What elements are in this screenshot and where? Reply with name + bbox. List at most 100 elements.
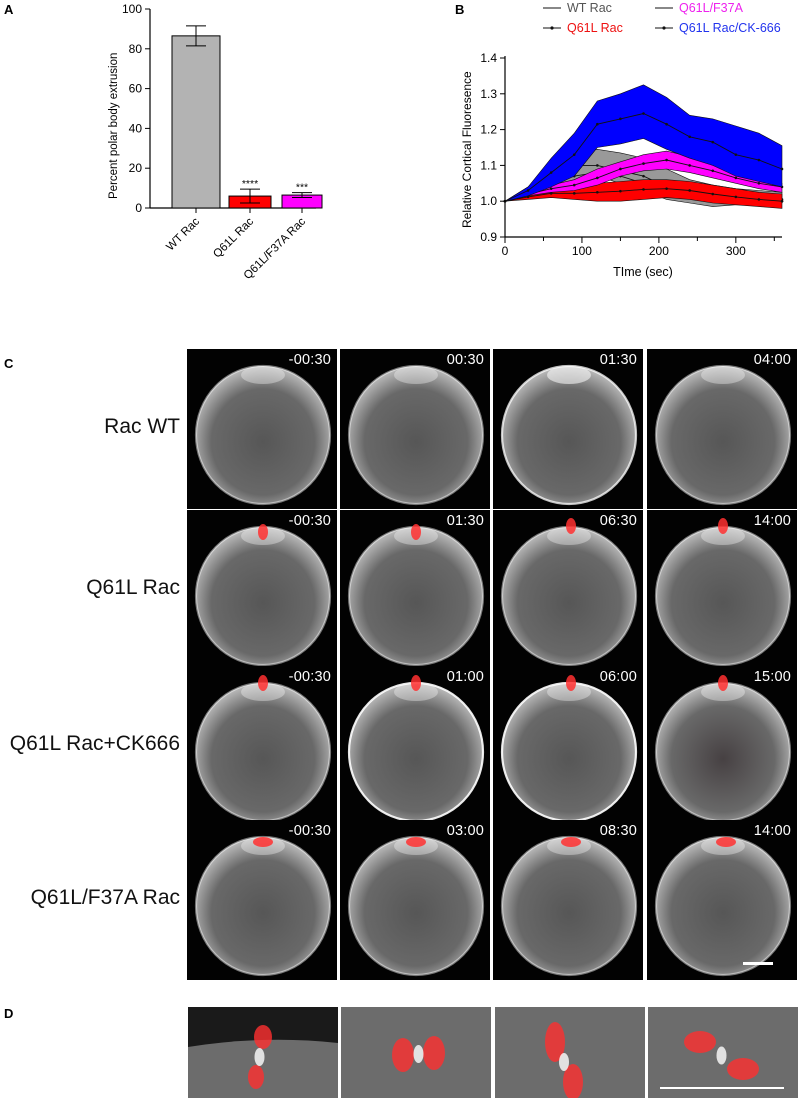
panel-letter-d: D — [4, 1006, 14, 1021]
cortical-cap — [701, 683, 745, 701]
chromosome-spot — [718, 675, 728, 691]
cell-edge — [188, 1039, 338, 1098]
cortical-cap — [547, 527, 591, 545]
data-point — [665, 122, 668, 126]
data-point — [711, 169, 715, 173]
timestamp-label: -00:30 — [288, 669, 331, 685]
microscopy-frame: 00:30 — [340, 349, 490, 509]
timestamp-label: 00:30 — [446, 352, 484, 368]
chromosome-spot — [258, 675, 268, 691]
data-point — [526, 189, 530, 192]
microscopy-frame: 06:00 — [493, 666, 643, 826]
oocyte — [196, 683, 330, 821]
microscopy-frame: 03:00 — [340, 820, 490, 980]
chromosome-spot — [411, 524, 421, 540]
panel-letter-b: B — [455, 2, 465, 17]
oocyte — [349, 527, 483, 665]
significance-label: **** — [242, 178, 258, 190]
timestamp-label: 08:30 — [599, 823, 637, 839]
cortical-cap — [547, 683, 591, 701]
data-point — [619, 117, 622, 121]
data-point — [642, 162, 645, 165]
data-point — [596, 176, 599, 180]
microscopy-frame: 06:30 — [493, 510, 643, 670]
chromosome-cluster — [563, 1064, 583, 1098]
chromosome-spot — [411, 675, 421, 691]
scale-bar — [743, 962, 773, 965]
data-point — [642, 112, 645, 115]
cortical-cap — [547, 366, 591, 384]
timestamp-label: -00:30 — [288, 513, 331, 529]
legend-marker — [662, 26, 666, 30]
microscopy-frame: 14:00 — [647, 820, 797, 980]
panel-letter-a: A — [4, 2, 14, 17]
y-tick-label: 40 — [129, 121, 143, 135]
timestamp-label: 06:30 — [599, 513, 637, 529]
timestamp-label: 01:30 — [599, 352, 637, 368]
microscopy-frame: 14:00 — [647, 510, 797, 670]
y-tick-label: 1.4 — [480, 51, 497, 65]
data-point — [757, 182, 761, 185]
microscopy-frame: 04:00 — [647, 349, 797, 509]
data-point — [549, 187, 553, 190]
oocyte — [502, 837, 636, 975]
cortical-cap — [394, 366, 438, 384]
data-point — [688, 189, 691, 192]
x-tick-label: 100 — [572, 244, 592, 258]
microscopy-frame: 01:30 — [340, 510, 490, 670]
y-tick-label: 0 — [135, 201, 142, 215]
x-tick-label: 0 — [502, 244, 509, 258]
chromosome-spot — [566, 518, 576, 534]
data-point — [549, 171, 553, 174]
chromosome-spot — [561, 837, 581, 847]
bar — [171, 35, 221, 209]
chromosome-spot — [566, 675, 576, 691]
microscopy-frame: -00:30 — [187, 666, 337, 826]
panel-letter-c: C — [4, 356, 14, 371]
spindle-signal — [413, 1045, 424, 1063]
spindle-signal — [559, 1053, 569, 1071]
cortical-cap — [241, 366, 285, 384]
oocyte — [349, 366, 483, 504]
data-point — [734, 176, 738, 180]
x-tick-label: 200 — [649, 244, 669, 258]
chromosome-cluster — [392, 1038, 414, 1072]
legend-label: Q61L Rac/CK-666 — [679, 21, 781, 35]
x-tick-label: WT Rac — [164, 215, 202, 253]
data-point — [665, 187, 668, 190]
data-point — [688, 135, 691, 139]
y-tick-label: 80 — [129, 42, 143, 56]
cortical-cap — [701, 527, 745, 545]
y-tick-label: 1.1 — [480, 158, 497, 172]
timestamp-label: 03:00 — [446, 823, 484, 839]
oocyte — [196, 527, 330, 665]
data-point — [642, 188, 645, 191]
cortex-ring — [194, 364, 332, 506]
row-label: Rac WT — [104, 415, 180, 438]
x-tick-label: 300 — [726, 244, 746, 258]
row-label: Q61L Rac — [86, 576, 180, 599]
bar-chart: Percent polar body extrusion 0 20 40 60 80 10… — [108, 2, 323, 282]
spindle-signal — [716, 1046, 727, 1065]
data-point — [780, 167, 784, 171]
data-point — [572, 192, 576, 195]
data-point — [734, 153, 738, 156]
y-tick-label: 0.9 — [480, 230, 497, 244]
data-point — [572, 183, 576, 187]
y-tick-label: 1.0 — [480, 194, 497, 208]
timestamp-label: -00:30 — [288, 823, 331, 839]
oocyte — [656, 683, 790, 821]
chromosome-spot — [716, 837, 736, 847]
timestamp-label: -00:30 — [288, 352, 331, 368]
microscopy-frame: 01:30 — [493, 349, 643, 509]
y-tick-label: 1.3 — [480, 87, 497, 101]
data-point — [619, 167, 622, 171]
legend-label: WT Rac — [567, 1, 612, 15]
x-tick-label: Q61L Rac — [211, 215, 256, 260]
cortex-ring — [347, 364, 485, 506]
oocyte — [196, 366, 330, 504]
chromosome-spot — [258, 524, 268, 540]
microscopy-frame: 15:00 — [647, 666, 797, 826]
data-point — [596, 164, 599, 167]
timestamp-label: 01:00 — [446, 669, 484, 685]
